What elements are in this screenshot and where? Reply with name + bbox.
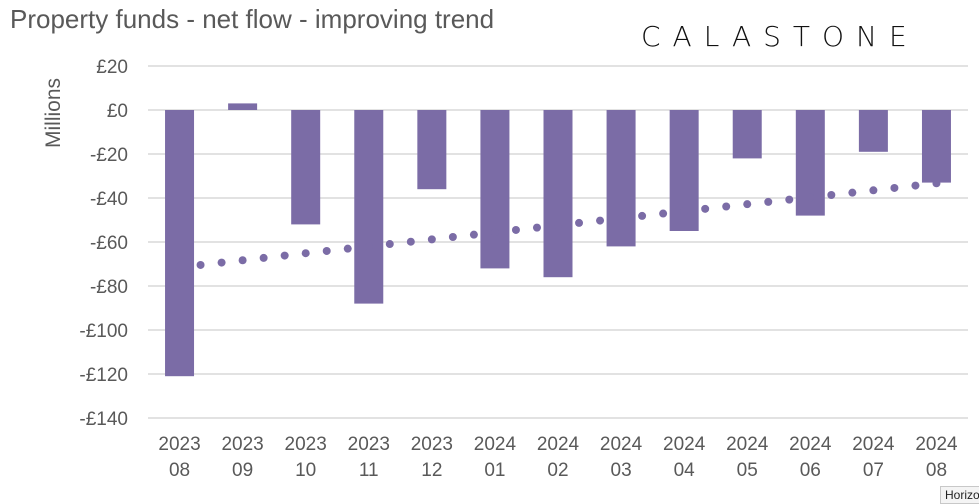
tooltip: Horizo <box>940 486 979 504</box>
trend-dot <box>680 207 689 216</box>
trend-dot <box>932 179 941 188</box>
x-tick-label-month: 10 <box>295 460 316 481</box>
trend-dot <box>259 253 268 262</box>
x-tick-label-year: 2023 <box>411 434 453 455</box>
trend-dot <box>785 195 794 204</box>
bar[interactable] <box>732 110 762 159</box>
trend-dot <box>554 221 562 230</box>
bar-series <box>165 103 951 377</box>
x-tick-label-year: 2024 <box>537 434 580 455</box>
x-tick-label-month: 03 <box>611 460 632 481</box>
bar[interactable] <box>858 110 888 152</box>
bar[interactable] <box>921 110 951 183</box>
trend-dot <box>469 230 478 239</box>
trend-dot <box>596 216 605 225</box>
trend-dot <box>659 209 668 218</box>
trend-dot <box>806 193 815 202</box>
trend-dot <box>701 204 710 213</box>
trend-dot <box>827 190 836 199</box>
bar[interactable] <box>165 110 195 377</box>
trend-dot <box>848 188 857 197</box>
trend-dot <box>196 260 205 269</box>
trend-dot <box>638 211 647 220</box>
trend-dot <box>911 181 920 190</box>
trend-dot <box>427 235 436 244</box>
trend-dot <box>301 249 310 258</box>
trend-dot <box>511 225 520 234</box>
trend-dot <box>280 251 289 260</box>
x-tick-label-month: 08 <box>169 460 190 481</box>
trend-dot <box>743 200 752 209</box>
trend-dot <box>217 258 226 267</box>
trend-dot <box>238 256 247 265</box>
trend-dot <box>385 240 394 249</box>
y-tick-label: -£120 <box>79 365 128 386</box>
bar[interactable] <box>354 110 384 304</box>
trend-dot <box>890 183 899 192</box>
x-tick-label-month: 04 <box>674 460 696 481</box>
bar[interactable] <box>291 110 321 225</box>
y-tick-label: -£60 <box>90 233 128 254</box>
trend-dot <box>322 246 331 255</box>
y-tick-label: -£80 <box>90 277 128 298</box>
trend-dot <box>869 186 878 195</box>
trend-dot <box>722 202 731 211</box>
y-axis-label: Millions <box>42 78 65 148</box>
x-tick-label-year: 2024 <box>726 434 769 455</box>
trend-dot <box>175 263 184 272</box>
trend-dot <box>490 228 499 237</box>
bar[interactable] <box>606 110 636 247</box>
trend-dot <box>617 214 626 223</box>
calastone-logo: CALASTONE <box>641 20 919 53</box>
trend-dot <box>764 197 773 206</box>
x-tick-label-year: 2024 <box>474 434 517 455</box>
trend-dot <box>343 244 352 253</box>
chart-title: Property funds - net flow - improving tr… <box>10 4 495 34</box>
x-tick-label-month: 06 <box>800 460 821 481</box>
y-tick-label: -£40 <box>90 189 128 210</box>
x-tick-label-month: 05 <box>737 460 758 481</box>
trend-dot <box>406 237 415 246</box>
x-tick-label-year: 2024 <box>663 434 706 455</box>
bar[interactable] <box>417 110 447 190</box>
x-tick-label-year: 2024 <box>915 434 958 455</box>
y-tick-label: -£140 <box>79 409 128 430</box>
x-axis-ticks: 2023 08 2023 09 2023 10 2023 11 2023 12 2024 01 2024… <box>158 434 958 481</box>
x-tick-label-year: 2024 <box>789 434 832 455</box>
x-tick-label-month: 08 <box>926 460 947 481</box>
trend-dot <box>575 218 584 227</box>
trend-dot <box>532 223 541 232</box>
y-axis-ticks: £20 £0 -£20 -£40 -£60 -£80 -£100 -£120 -£140 <box>79 57 128 430</box>
x-tick-label-year: 2023 <box>285 434 327 455</box>
x-tick-label-month: 07 <box>863 460 884 481</box>
x-tick-label-year: 2024 <box>852 434 895 455</box>
x-tick-label-month: 12 <box>421 460 442 481</box>
x-tick-label-month: 02 <box>547 460 568 481</box>
x-tick-label-year: 2023 <box>348 434 390 455</box>
y-tick-label: £0 <box>107 101 128 122</box>
bar[interactable] <box>543 110 573 278</box>
trend-dot <box>364 242 373 251</box>
x-tick-label-month: 01 <box>484 460 505 481</box>
x-tick-label-year: 2023 <box>221 434 263 455</box>
bar[interactable] <box>228 103 258 110</box>
x-tick-label-month: 11 <box>359 460 379 481</box>
y-tick-label: -£20 <box>90 145 128 166</box>
bar[interactable] <box>480 110 510 269</box>
trend-series <box>175 179 941 272</box>
trend-dot <box>448 233 457 242</box>
y-tick-label: £20 <box>96 57 128 78</box>
x-tick-label-year: 2024 <box>600 434 643 455</box>
y-tick-label: -£100 <box>79 321 128 342</box>
x-tick-label-year: 2023 <box>158 434 200 455</box>
x-tick-label-month: 09 <box>232 460 253 481</box>
